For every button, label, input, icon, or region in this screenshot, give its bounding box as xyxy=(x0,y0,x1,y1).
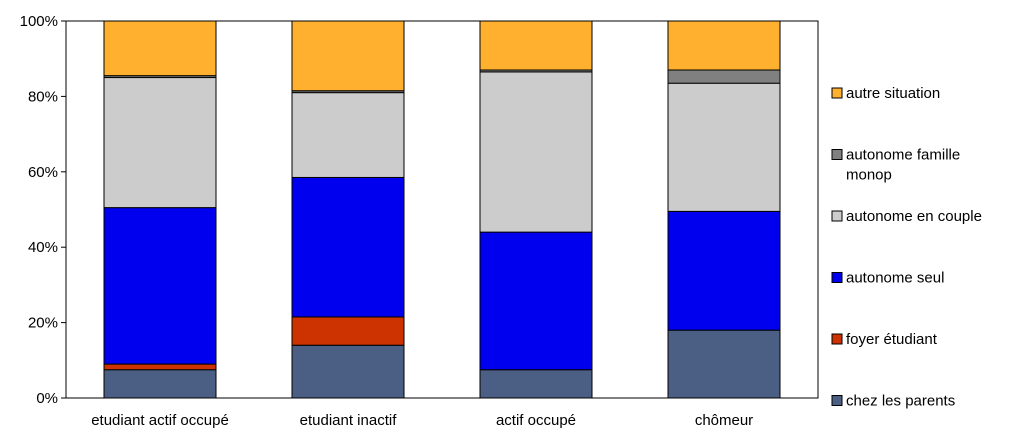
bar-segment-2-2 xyxy=(479,231,593,371)
bar-segment-1-2 xyxy=(291,176,405,318)
bar-segment-2-5 xyxy=(479,20,593,71)
bar-segment-3-0 xyxy=(667,329,781,399)
legend-swatch xyxy=(831,333,843,345)
y-tick-label: 20% xyxy=(28,315,58,332)
legend-label: autonome famille monop xyxy=(846,147,960,184)
bar-segment-1-0 xyxy=(291,344,405,399)
bar-segment-3-2 xyxy=(667,210,781,331)
x-axis: etudiant actif occupé etudiant inactif act… xyxy=(91,412,753,429)
bars-group xyxy=(103,20,781,399)
legend-label: autre situation xyxy=(846,85,940,102)
y-tick-label: 80% xyxy=(28,88,58,105)
bar-segment-0-3 xyxy=(103,77,217,209)
legend-swatch xyxy=(831,395,843,406)
x-category-label: etudiant actif occupé xyxy=(91,412,229,429)
bar-segment-1-1 xyxy=(291,316,405,346)
bar-segment-1-5 xyxy=(291,20,405,92)
y-tick-label: 60% xyxy=(28,164,58,181)
legend-label: autonome en couple xyxy=(846,208,982,225)
legend-swatch xyxy=(831,272,843,283)
legend-label: chez les parents xyxy=(846,393,955,410)
bar-segment-3-5 xyxy=(667,20,781,71)
x-category-label: actif occupé xyxy=(496,412,576,429)
bar-segment-3-3 xyxy=(667,82,781,212)
bar-segment-0-0 xyxy=(103,369,217,399)
x-category-label: chômeur xyxy=(695,412,753,429)
bar-segment-0-2 xyxy=(103,207,217,365)
bar-segment-0-5 xyxy=(103,20,217,77)
y-axis: 0% 20% 40% 60% 80% 100% xyxy=(20,13,66,407)
legend-label: autonome seul xyxy=(846,270,944,287)
bar-segment-1-3 xyxy=(291,92,405,178)
legend-swatch xyxy=(831,87,843,99)
legend-label: foyer étudiant xyxy=(846,331,938,348)
bar-segment-2-0 xyxy=(479,369,593,399)
legend-swatch xyxy=(831,149,843,160)
y-tick-label: 40% xyxy=(28,239,58,256)
legend: autre situation autonome famille monop auto… xyxy=(831,85,982,410)
y-tick-label: 0% xyxy=(36,390,58,407)
bar-segment-2-3 xyxy=(479,71,593,233)
legend-swatch xyxy=(831,210,843,222)
bar-segment-0-1 xyxy=(103,363,217,371)
x-category-label: etudiant inactif xyxy=(300,412,398,429)
y-tick-label: 100% xyxy=(20,13,58,30)
bar-segment-3-4 xyxy=(667,69,781,84)
